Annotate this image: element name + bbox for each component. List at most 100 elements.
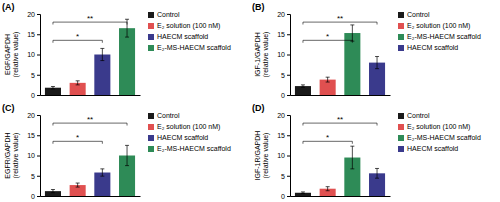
significance-label: ** — [337, 14, 343, 23]
plot: 05101520*** — [27, 11, 140, 99]
legend-label: HAECM scaffold — [157, 33, 208, 40]
panel: 05101520***EGFR/GAPDH(relative value)(C)… — [2, 103, 231, 200]
legend-swatch — [148, 113, 154, 119]
legend-swatch — [148, 34, 154, 40]
y-tick: 0 — [31, 92, 40, 99]
y-tick-label: 20 — [277, 112, 285, 119]
legend-item: Control — [148, 11, 180, 18]
y-axis-title: EGF/GAPDH(relative value) — [4, 32, 20, 78]
legend-label: HAECM scaffold — [157, 134, 208, 141]
y-tick-mark — [37, 75, 40, 76]
significance-label: ** — [337, 115, 343, 124]
y-tick-label: 15 — [277, 132, 285, 139]
legend-item: E₂-MS-HAECM scaffold — [398, 134, 481, 141]
y-tick-label: 5 — [31, 71, 35, 78]
panel: 05101520***IGF-1R/GAPDH(relative value)(… — [252, 103, 481, 200]
legend-label: E₂ solution (100 nM) — [407, 123, 470, 131]
y-tick-mark — [287, 14, 290, 15]
x-axis-line — [41, 196, 141, 197]
legend: Control E₂ solution (100 nM) HAECM scaffol… — [148, 11, 231, 51]
y-tick-label: 10 — [27, 51, 35, 58]
legend-swatch — [148, 23, 154, 29]
y-tick-label: 10 — [27, 152, 35, 159]
legend-swatch — [398, 124, 404, 130]
legend-item: E₂-MS-HAECM scaffold — [398, 33, 481, 40]
y-tick-label: 0 — [31, 92, 35, 99]
legend-swatch — [148, 12, 154, 18]
legend-label: HAECM scaffold — [407, 44, 458, 51]
legend-item: E₂ solution (100 nM) — [148, 123, 220, 131]
y-tick-mark — [37, 156, 40, 157]
plot: 05101520*** — [27, 112, 140, 200]
y-tick-mark — [37, 176, 40, 177]
significance-label: * — [76, 133, 79, 142]
panel-title: (D) — [252, 103, 265, 113]
y-tick: 20 — [277, 112, 290, 119]
figure: 05101520***EGF/GAPDH(relative value)(A)C… — [0, 0, 500, 202]
annotations: *** — [303, 14, 377, 43]
error-bar — [100, 48, 104, 60]
y-axis: 05101520 — [277, 11, 290, 99]
panel-title: (C) — [2, 103, 15, 113]
y-tick-label: 20 — [27, 11, 35, 18]
y-tick: 5 — [281, 172, 290, 179]
y-tick-mark — [37, 196, 40, 197]
error-bar — [76, 183, 80, 187]
y-tick-label: 0 — [281, 92, 285, 99]
legend-swatch — [398, 146, 404, 152]
y-tick: 15 — [277, 31, 290, 38]
x-axis-line — [291, 95, 391, 96]
legend-label: E₂-MS-HAECM scaffold — [407, 33, 481, 40]
x-axis-line — [41, 95, 141, 96]
y-tick-mark — [287, 115, 290, 116]
y-tick-label: 5 — [31, 172, 35, 179]
y-tick-mark — [287, 196, 290, 197]
error-bar — [76, 81, 80, 85]
legend-swatch — [148, 146, 154, 152]
y-axis-line — [37, 15, 41, 96]
y-axis-line — [37, 116, 41, 197]
y-tick-label: 0 — [31, 193, 35, 200]
legend-item: Control — [148, 112, 180, 119]
significance-label: * — [326, 133, 329, 142]
y-tick-mark — [37, 55, 40, 56]
legend-swatch — [148, 124, 154, 130]
plot: 05101520*** — [277, 112, 390, 200]
y-tick: 10 — [27, 51, 40, 58]
marks — [295, 146, 385, 196]
y-tick-mark — [37, 95, 40, 96]
y-tick-label: 20 — [277, 11, 285, 18]
y-tick-label: 0 — [281, 193, 285, 200]
significance-label: * — [76, 32, 79, 41]
y-tick: 20 — [277, 11, 290, 18]
x-axis — [291, 95, 391, 96]
annotations: *** — [303, 115, 377, 144]
significance-label: ** — [87, 14, 93, 23]
y-axis-title: IGF-1/GAPDH(relative value) — [254, 32, 270, 78]
y-axis-line — [287, 15, 291, 96]
legend-label: E₂-MS-HAECM scaffold — [157, 145, 231, 152]
legend-item: E₂ solution (100 nM) — [398, 22, 470, 30]
legend: Control E₂ solution (100 nM) HAECM scaffol… — [148, 112, 231, 152]
y-tick-mark — [287, 156, 290, 157]
y-tick: 10 — [27, 152, 40, 159]
legend-swatch — [398, 34, 404, 40]
legend-item: E₂-MS-HAECM scaffold — [148, 145, 231, 152]
y-tick-mark — [287, 55, 290, 56]
error-bar — [301, 85, 305, 87]
y-tick: 10 — [277, 51, 290, 58]
marks — [45, 145, 135, 196]
error-bar — [375, 57, 379, 69]
y-tick: 15 — [27, 132, 40, 139]
y-axis: 05101520 — [27, 11, 40, 99]
panel: 05101520***IGF-1/GAPDH(relative value)(B… — [252, 2, 481, 99]
legend-label: E₂ solution (100 nM) — [157, 22, 220, 30]
legend-swatch — [398, 135, 404, 141]
legend-item: HAECM scaffold — [148, 33, 208, 40]
legend-label: Control — [157, 112, 180, 119]
y-tick: 0 — [31, 193, 40, 200]
error-bar — [100, 169, 104, 176]
y-tick: 0 — [281, 92, 290, 99]
legend-swatch — [398, 113, 404, 119]
legend-label: Control — [407, 11, 430, 18]
